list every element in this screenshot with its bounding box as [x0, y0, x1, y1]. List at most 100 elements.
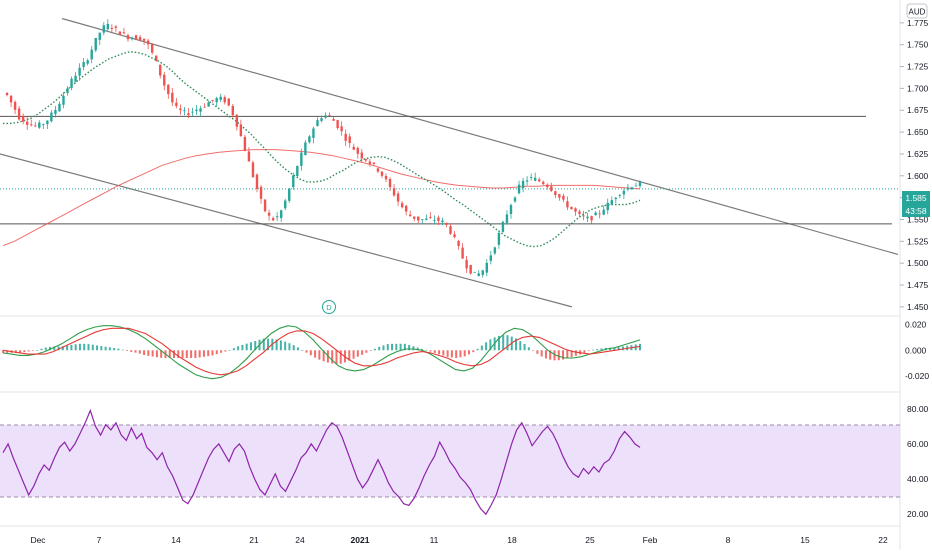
macd-histogram-bar [416, 347, 419, 351]
macd-histogram-bar [44, 347, 47, 351]
candle-body [626, 187, 630, 190]
candle-body [614, 197, 618, 200]
candle-body [509, 205, 513, 214]
candle-body [34, 125, 37, 127]
candle-body [17, 108, 21, 120]
macd-histogram-bar [40, 348, 43, 351]
time-axis-label: 7 [97, 535, 102, 545]
candle-body [199, 108, 202, 112]
candle-body [388, 178, 392, 188]
macd-histogram-bar [160, 350, 163, 358]
candle-body [271, 218, 275, 221]
macd-histogram-bar [613, 347, 616, 351]
macd-histogram-bar [275, 339, 278, 351]
price-axis-label: 1.625 [907, 149, 929, 159]
price-axis-label: 1.700 [907, 83, 929, 93]
macd-histogram-bar [399, 343, 402, 351]
macd-histogram-bar [459, 350, 462, 358]
macd-histogram-bar [408, 344, 411, 351]
macd-histogram-bar [173, 350, 176, 359]
channel-upper-trendline[interactable] [61, 17, 899, 256]
time-axis-label: 24 [295, 535, 305, 545]
candle-body [469, 264, 472, 274]
candle-body [630, 187, 634, 190]
candle-body [449, 226, 452, 234]
moving-average-fast-line [3, 50, 641, 248]
candle-body [413, 216, 416, 219]
candle-body [473, 271, 476, 273]
macd-histogram-bar [617, 347, 620, 351]
macd-histogram-bar [49, 346, 52, 351]
channel-lower-trendline[interactable] [0, 153, 573, 308]
macd-histogram-bar [412, 346, 415, 351]
candle-body [566, 201, 569, 208]
macd-histogram-bar [292, 345, 295, 351]
countdown-label: 43:58 [905, 206, 927, 216]
macd-histogram-bar [228, 350, 231, 351]
candle-body [42, 124, 45, 126]
candle-body [183, 110, 186, 112]
currency-badge[interactable] [906, 3, 928, 19]
candle-body [227, 98, 230, 106]
candle-body [46, 120, 49, 125]
time-axis-label: 15 [800, 535, 810, 545]
candle-body [179, 108, 182, 111]
macd-histogram-bar [224, 350, 227, 352]
candle-body [465, 259, 468, 269]
candle-body [505, 214, 509, 223]
macd-histogram-bar [155, 350, 158, 358]
candle-body [457, 240, 460, 246]
macd-histogram-bar [121, 349, 124, 351]
candle-body [215, 98, 218, 103]
dividend-marker[interactable] [322, 300, 336, 314]
macd-histogram-bar [318, 350, 321, 360]
candle-body [529, 177, 533, 178]
macd-histogram-bar [2, 350, 4, 353]
candle-body [279, 210, 283, 219]
macd-histogram-bar [220, 350, 223, 353]
candle-body [70, 78, 73, 88]
macd-histogram-bar [621, 346, 624, 351]
macd-histogram-bar [147, 350, 150, 356]
candle-body [590, 216, 593, 221]
macd-histogram-bar [83, 343, 86, 351]
last-price-badge [902, 191, 930, 204]
candle-body [550, 186, 553, 191]
macd-histogram-bar [245, 343, 248, 351]
candle-body [292, 175, 295, 188]
candle-body [175, 102, 178, 107]
macd-histogram-bar [19, 350, 22, 353]
macd-histogram-bar [151, 350, 154, 357]
macd-histogram-bar [600, 348, 603, 351]
candle-body [517, 184, 521, 194]
candle-body [191, 111, 194, 113]
macd-histogram-bar [78, 343, 81, 351]
macd-axis-label: 0.020 [905, 319, 927, 329]
macd-histogram-bar [420, 348, 423, 351]
candle-body [622, 190, 626, 195]
candle-body [618, 195, 622, 196]
candle-body [477, 273, 480, 276]
macd-histogram-bar [425, 350, 428, 351]
candle-body [130, 37, 134, 40]
candle-body [582, 215, 585, 217]
candle-body [368, 161, 372, 164]
macd-histogram-bar [138, 350, 141, 354]
time-axis-label: Dec [30, 535, 46, 545]
candle-body [324, 115, 327, 118]
candle-body [574, 208, 577, 212]
candle-body [554, 191, 557, 196]
macd-histogram-bar [190, 350, 193, 359]
candle-body [344, 133, 347, 141]
candle-body [312, 128, 315, 138]
macd-histogram-bar [566, 350, 569, 359]
candle-body [364, 159, 368, 161]
candle-body [634, 185, 638, 187]
macd-histogram-bar [382, 345, 385, 351]
macd-histogram-bar [14, 350, 17, 353]
candle-body [98, 32, 101, 40]
macd-histogram-bar [591, 349, 594, 351]
candle-body [356, 148, 359, 154]
